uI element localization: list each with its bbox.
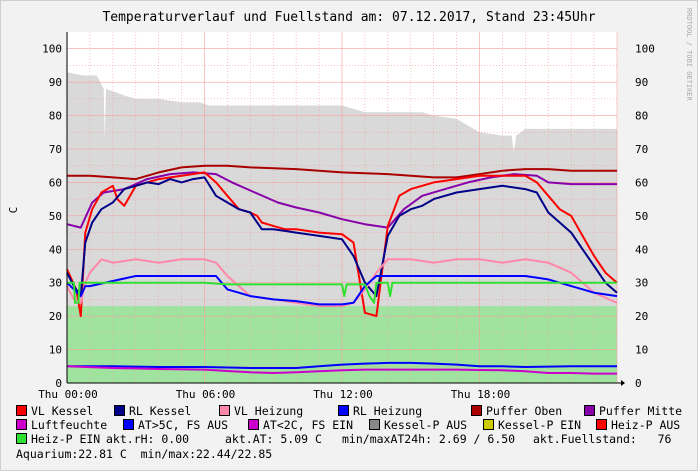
series-line-at-5c-fs-aus — [67, 361, 617, 369]
y-tick-label-left: 10 — [49, 344, 62, 357]
plot-area: 0 0 10 10 20 20 30 30 40 40 50 50 60 60 70 70 80 80 90 90 10… — [38, 32, 655, 400]
x-tick-label: Thu 00:00 — [38, 388, 98, 400]
legend-item: Heiz-P EIN — [16, 432, 100, 446]
legend-label: Kessel-P AUS — [384, 418, 468, 432]
y-tick-label-left: 90 — [49, 76, 62, 89]
chart-canvas: Temperaturverlauf und Fuellstand am: 07.… — [7, 8, 693, 400]
y-tick-label-right: 20 — [635, 310, 648, 323]
legend-label: AT<2C, FS EIN — [263, 418, 354, 432]
y-tick-label-right: 0 — [635, 377, 642, 390]
y-tick-label-right: 60 — [635, 176, 648, 189]
y-tick-label-left: 30 — [49, 277, 62, 290]
legend-label: Heiz-P AUS — [611, 418, 681, 432]
legend-item: Kessel-P AUS — [369, 418, 467, 432]
legend-swatch — [16, 433, 27, 444]
y-tick-label-right: 10 — [635, 344, 648, 357]
chart-title: Temperaturverlauf und Fuellstand am: 07.… — [102, 10, 595, 25]
watermark: RRDTOOL / TOBI OETIKER — [685, 8, 693, 102]
legend-label: VL Kessel — [31, 404, 94, 418]
series-line-puffer-oben — [67, 164, 617, 181]
info-fuellstand: akt.Fuellstand: 76 — [533, 432, 672, 446]
legend-swatch — [123, 419, 134, 430]
legend-label: AT>5C, FS AUS — [138, 418, 229, 432]
legend-label: VL Heizung — [234, 404, 304, 418]
legend-label: RL Heizung — [353, 404, 423, 418]
legend-swatch — [596, 419, 607, 430]
series-line-vl-heizung — [66, 258, 618, 308]
y-tick-label-left: 100 — [42, 43, 62, 56]
y-axis-label: C — [7, 207, 20, 214]
legend-item: AT>5C, FS AUS — [123, 418, 228, 432]
x-tick-label: Thu 18:00 — [451, 388, 511, 400]
y-tick-label-right: 50 — [635, 210, 648, 223]
x-tick-label: Thu 12:00 — [313, 388, 373, 400]
legend-item: VL Kessel — [16, 404, 93, 418]
y-tick-label-right: 80 — [635, 110, 648, 123]
y-tick-label-left: 0 — [55, 377, 62, 390]
legend-label: Kessel-P EIN — [498, 418, 582, 432]
series-line-luftfeuchte — [66, 365, 617, 375]
y-tick-label-left: 40 — [49, 243, 62, 256]
info-at: akt.AT: 5.09 C — [225, 432, 322, 446]
legend-label: Puffer Oben — [486, 404, 563, 418]
legend-item: Heiz-P AUS — [596, 418, 680, 432]
info-rh: akt.rH: 0.00 — [106, 432, 190, 446]
info-aquarium: Aquarium:22.81 C min/max:22.44/22.85 — [16, 447, 273, 461]
y-tick-label-right: 40 — [635, 243, 648, 256]
legend-label: RL Kessel — [129, 404, 192, 418]
legend-swatch — [16, 419, 27, 430]
series-line-heiz-p-ein-line- — [67, 281, 617, 304]
y-tick-label-left: 80 — [49, 110, 62, 123]
legend-swatch — [248, 419, 259, 430]
x-axis-arrow — [621, 380, 625, 386]
legend-label: Luftfeuchte — [31, 418, 108, 432]
y-tick-label-right: 90 — [635, 76, 648, 89]
y-tick-label-right: 30 — [635, 277, 648, 290]
legend-item: Puffer Oben — [471, 404, 562, 418]
y-tick-label-left: 60 — [49, 176, 62, 189]
y-tick-label-right: 70 — [635, 143, 648, 156]
legend-item: RL Heizung — [338, 404, 422, 418]
y-tick-label-left: 20 — [49, 310, 62, 323]
legend-item: AT<2C, FS EIN — [248, 418, 353, 432]
legend-swatch — [219, 405, 230, 416]
legend-item: Puffer Mitte — [584, 404, 682, 418]
y-tick-label-left: 50 — [49, 210, 62, 223]
y-tick-label-right: 100 — [635, 43, 655, 56]
series-line-rl-kessel — [66, 176, 618, 298]
legend-swatch — [114, 405, 125, 416]
y-tick-label-left: 70 — [49, 143, 62, 156]
legend-label: Puffer Mitte — [599, 404, 683, 418]
legend-item: VL Heizung — [219, 404, 303, 418]
legend-swatch — [16, 405, 27, 416]
x-tick-label: Thu 06:00 — [176, 388, 236, 400]
legend-swatch — [483, 419, 494, 430]
legend-item: Luftfeuchte — [16, 418, 107, 432]
legend-swatch — [369, 419, 380, 430]
legend-item: RL Kessel — [114, 404, 191, 418]
legend-item: Kessel-P EIN — [483, 418, 581, 432]
series-line-vl-kessel — [66, 171, 618, 318]
series-line-rl-heizung — [66, 275, 618, 306]
legend-label: Heiz-P EIN — [31, 432, 101, 446]
legend-swatch — [584, 405, 595, 416]
info-minmax: min/maxAT24h: 2.69 / 6.50 — [342, 432, 516, 446]
legend-swatch — [338, 405, 349, 416]
legend-swatch — [471, 405, 482, 416]
